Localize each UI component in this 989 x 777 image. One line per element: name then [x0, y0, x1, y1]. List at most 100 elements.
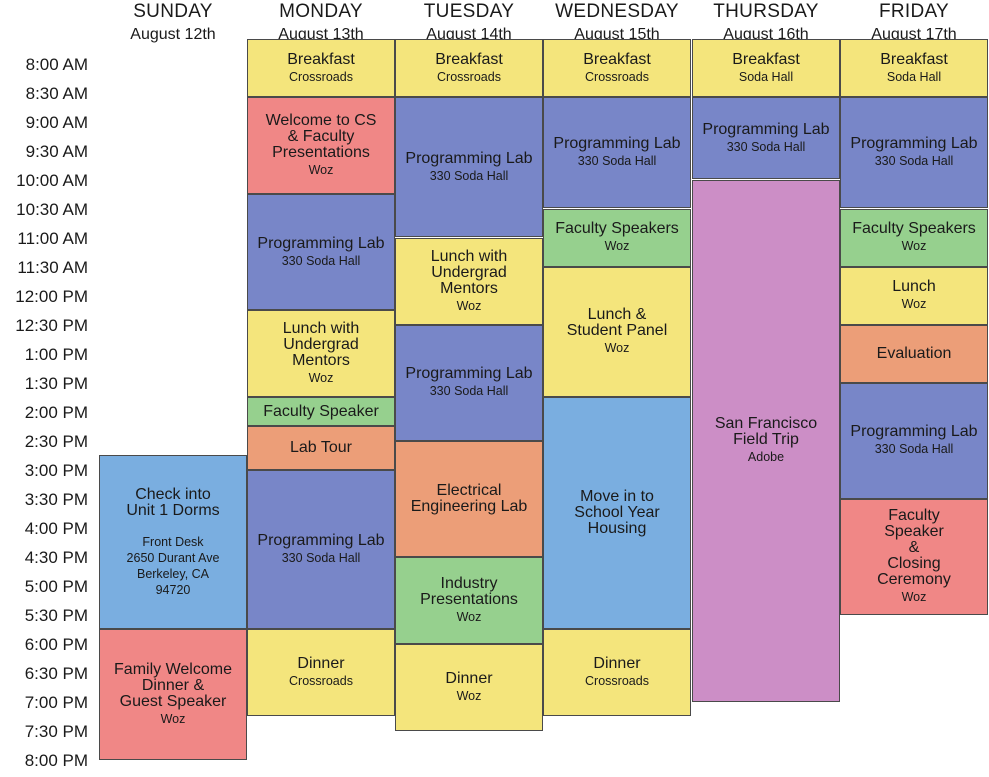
event-block[interactable]: Programming Lab 330 Soda Hall: [692, 97, 840, 180]
event-block[interactable]: Programming Lab 330 Soda Hall: [247, 469, 395, 629]
event-block[interactable]: Breakfast Crossroads: [247, 39, 395, 98]
event-location: Woz: [160, 711, 186, 726]
day-date: August 12th: [130, 26, 216, 43]
event-title: Family Welcome Dinner & Guest Speaker: [114, 660, 232, 710]
event-title: Breakfast: [732, 50, 800, 68]
event-location: Woz: [456, 688, 482, 703]
event-block[interactable]: Dinner Crossroads: [543, 629, 691, 716]
event-title: Lunch with Undergrad Mentors: [282, 320, 360, 369]
event-block[interactable]: Breakfast Crossroads: [395, 39, 543, 98]
event-location: Crossroads: [437, 69, 501, 84]
event-block[interactable]: Programming Lab 330 Soda Hall: [840, 97, 988, 209]
event-block[interactable]: Programming Lab 330 Soda Hall: [247, 194, 395, 310]
day-name: WEDNESDAY: [555, 1, 679, 22]
event-block[interactable]: Breakfast Crossroads: [543, 39, 691, 98]
time-label: 5:30 PM: [24, 606, 88, 625]
time-label: 4:00 PM: [24, 519, 88, 538]
event-title: Dinner: [297, 655, 345, 672]
event-block[interactable]: Breakfast Soda Hall: [692, 39, 840, 98]
event-title: Breakfast: [583, 50, 651, 68]
day-date: August 15th: [574, 26, 660, 43]
event-block[interactable]: Dinner Woz: [395, 643, 543, 731]
event-title: Dinner: [593, 655, 641, 672]
event-title: Faculty Speakers: [852, 220, 976, 237]
event-location: Woz: [308, 371, 334, 385]
event-block[interactable]: Lunch with Undergrad Mentors Woz: [395, 237, 543, 325]
day-name: SUNDAY: [133, 1, 213, 22]
event-title: Lab Tour: [290, 438, 352, 456]
day-date: August 14th: [426, 26, 512, 43]
time-label: 8:00 PM: [24, 751, 88, 770]
day-name: MONDAY: [279, 1, 363, 22]
event-block[interactable]: Lab Tour: [247, 426, 395, 470]
event-location: Woz: [604, 239, 630, 253]
event-block[interactable]: Faculty Speakers Woz: [543, 208, 691, 267]
event-location: 330 Soda Hall: [281, 550, 361, 565]
time-label: 11:00 AM: [17, 229, 88, 248]
event-block[interactable]: Faculty Speakers Woz: [840, 208, 988, 267]
time-label: 6:30 PM: [24, 664, 88, 683]
time-label: 9:30 AM: [25, 142, 88, 161]
time-label: 5:00 PM: [24, 577, 88, 596]
event-block[interactable]: Dinner Crossroads: [247, 629, 395, 716]
event-location: Adobe: [747, 450, 785, 464]
event-location: 330 Soda Hall: [874, 442, 954, 456]
event-block[interactable]: Lunch with Undergrad Mentors Woz: [247, 310, 395, 397]
day-header-thursday: THURSDAY August 16th: [692, 0, 840, 45]
event-title: Programming Lab: [850, 423, 978, 440]
event-title: Faculty Speaker & Closing Ceremony: [877, 507, 951, 588]
event-title: Dinner: [445, 669, 493, 687]
event-location: 330 Soda Hall: [577, 154, 657, 169]
event-block[interactable]: Family Welcome Dinner & Guest Speaker Woz: [99, 629, 247, 760]
event-block[interactable]: Electrical Engineering Lab: [395, 440, 543, 557]
event-block[interactable]: Evaluation: [840, 324, 988, 383]
event-block[interactable]: Faculty Speaker: [247, 397, 395, 426]
time-label: 11:30 AM: [17, 258, 88, 277]
event-title: Faculty Speaker: [263, 402, 379, 420]
time-label: 7:30 PM: [24, 722, 88, 741]
event-location: Woz: [604, 341, 630, 356]
event-block[interactable]: Faculty Speaker & Closing Ceremony Woz: [840, 498, 988, 615]
event-block[interactable]: Programming Lab 330 Soda Hall: [543, 97, 691, 209]
time-label: 3:30 PM: [24, 490, 88, 509]
event-location: Soda Hall: [738, 69, 794, 84]
event-block[interactable]: Check into Unit 1 Dorms Front Desk 2650 D…: [99, 455, 247, 629]
event-title: Breakfast: [435, 50, 503, 68]
event-location: Woz: [901, 590, 927, 604]
event-block[interactable]: Move in to School Year Housing: [543, 397, 691, 629]
event-title: Programming Lab: [850, 135, 978, 153]
time-label: 8:30 AM: [25, 84, 88, 103]
event-block[interactable]: Programming Lab 330 Soda Hall: [840, 382, 988, 499]
event-block[interactable]: Programming Lab 330 Soda Hall: [395, 324, 543, 441]
event-title: Lunch: [892, 278, 936, 295]
time-label: 7:00 PM: [24, 693, 88, 712]
event-title: Welcome to CS & Faculty Presentations: [265, 112, 377, 162]
event-title: Industry Presentations: [420, 574, 518, 608]
event-block[interactable]: San Francisco Field Trip Adobe: [692, 179, 840, 702]
event-block[interactable]: Programming Lab 330 Soda Hall: [395, 97, 543, 238]
event-title: Lunch & Student Panel: [566, 306, 668, 340]
event-title: Lunch with Undergrad Mentors: [430, 247, 508, 297]
event-title: Breakfast: [880, 50, 948, 68]
event-location: Woz: [308, 163, 334, 178]
time-label: 12:00 PM: [15, 287, 88, 306]
event-title: Electrical Engineering Lab: [410, 481, 528, 515]
event-block[interactable]: Lunch & Student Panel Woz: [543, 266, 691, 397]
day-date: August 16th: [723, 26, 809, 43]
event-title: Programming Lab: [553, 135, 681, 153]
day-header-friday: FRIDAY August 17th: [840, 0, 988, 45]
event-block[interactable]: Lunch Woz: [840, 266, 988, 325]
event-block[interactable]: Welcome to CS & Faculty Presentations Woz: [247, 97, 395, 194]
event-title: Move in to School Year Housing: [574, 488, 660, 537]
day-date: August 13th: [278, 26, 364, 43]
event-block[interactable]: Industry Presentations Woz: [395, 556, 543, 644]
event-block[interactable]: Breakfast Soda Hall: [840, 39, 988, 98]
event-location: Woz: [456, 298, 482, 313]
event-title: Programming Lab: [405, 365, 533, 382]
event-location: 330 Soda Hall: [874, 154, 954, 169]
day-header-monday: MONDAY August 13th: [247, 0, 395, 45]
event-location: Crossroads: [585, 69, 649, 84]
event-title: Programming Lab: [702, 120, 830, 138]
event-address: Front Desk 2650 Durant Ave Berkeley, CA …: [126, 534, 220, 597]
event-location: 330 Soda Hall: [281, 253, 361, 268]
